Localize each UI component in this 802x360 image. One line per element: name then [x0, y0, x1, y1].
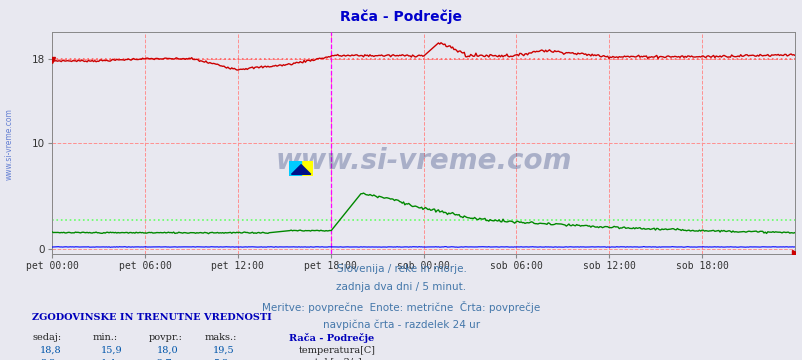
Text: 3,2: 3,2: [40, 358, 55, 360]
Text: 1,4: 1,4: [100, 358, 115, 360]
Text: Slovenija / reke in morje.: Slovenija / reke in morje.: [336, 264, 466, 274]
Polygon shape: [291, 165, 310, 174]
Text: 18,0: 18,0: [156, 346, 178, 355]
Text: Rača - Podrečje: Rača - Podrečje: [340, 9, 462, 23]
Text: maks.:: maks.:: [205, 333, 237, 342]
Text: sedaj:: sedaj:: [32, 333, 61, 342]
Text: 19,5: 19,5: [213, 346, 234, 355]
Text: 15,9: 15,9: [100, 346, 122, 355]
Polygon shape: [289, 161, 301, 176]
Text: navpična črta - razdelek 24 ur: navpična črta - razdelek 24 ur: [322, 320, 480, 330]
Text: pretok[m3/s]: pretok[m3/s]: [298, 358, 362, 360]
Text: temperatura[C]: temperatura[C]: [298, 346, 375, 355]
Text: Meritve: povprečne  Enote: metrične  Črta: povprečje: Meritve: povprečne Enote: metrične Črta:…: [262, 301, 540, 313]
Text: ZGODOVINSKE IN TRENUTNE VREDNOSTI: ZGODOVINSKE IN TRENUTNE VREDNOSTI: [32, 313, 272, 322]
Text: povpr.:: povpr.:: [148, 333, 182, 342]
Text: 2,7: 2,7: [156, 358, 172, 360]
Text: min.:: min.:: [92, 333, 117, 342]
Text: www.si-vreme.com: www.si-vreme.com: [275, 147, 571, 175]
Text: www.si-vreme.com: www.si-vreme.com: [5, 108, 14, 180]
Polygon shape: [301, 161, 313, 176]
Text: zadnja dva dni / 5 minut.: zadnja dva dni / 5 minut.: [336, 282, 466, 292]
Text: Rača - Podrečje: Rača - Podrečje: [289, 333, 374, 343]
Text: 5,2: 5,2: [213, 358, 228, 360]
Text: 18,8: 18,8: [40, 346, 62, 355]
